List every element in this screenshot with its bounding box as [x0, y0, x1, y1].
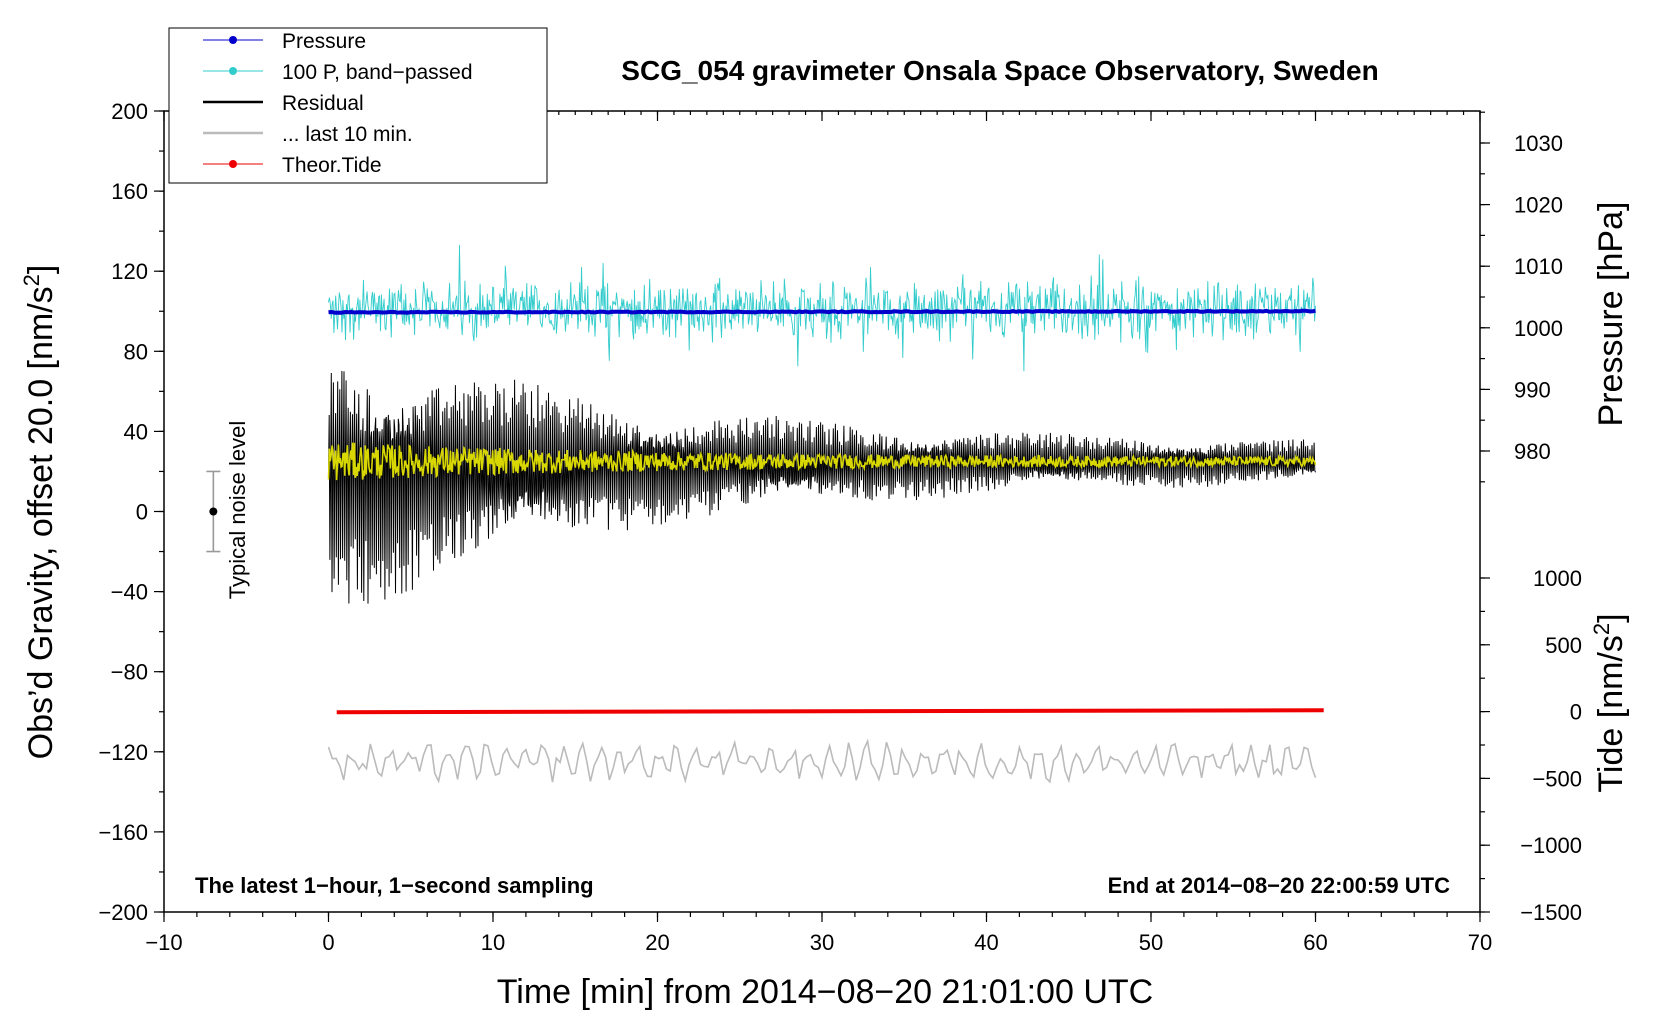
x-tick-label: 40	[974, 930, 998, 955]
y-tide-tick-label: −500	[1532, 766, 1582, 791]
noise-bar-center-dot	[209, 507, 218, 516]
y-left-tick-label: −200	[98, 900, 148, 925]
noise-level-bar	[206, 470, 221, 553]
chart-title: SCG_054 gravimeter Onsala Space Observat…	[621, 55, 1378, 86]
y-left-tick-label: 0	[136, 500, 148, 525]
y-pressure-tick-label: 1010	[1514, 254, 1563, 279]
legend-label: Residual	[282, 92, 364, 115]
y-tide-tick-label: −1500	[1520, 900, 1582, 925]
legend-label: Theor.Tide	[282, 154, 382, 177]
y-pressure-tick-label: 980	[1514, 439, 1551, 464]
annotation-end-time: End at 2014−08−20 22:00:59 UTC	[1108, 873, 1451, 898]
y-left-tick-label: 40	[124, 419, 148, 444]
x-tick-label: 50	[1139, 930, 1163, 955]
axis-ticks	[154, 110, 1490, 922]
legend-swatch-dot	[229, 36, 237, 44]
y-tide-tick-label: 0	[1570, 700, 1582, 725]
x-tick-label: 10	[481, 930, 505, 955]
x-tick-labels: −10 0 10 20 30 40 50 60 70	[145, 930, 1492, 955]
series-pressure-line	[328, 308, 1316, 315]
legend-label: Pressure	[282, 30, 366, 53]
x-tick-label: 70	[1468, 930, 1492, 955]
series-theoretical-tide-line	[336, 708, 1324, 715]
series-smoothed-residual-line	[327, 442, 1317, 481]
y-pressure-tick-label: 1020	[1514, 193, 1563, 218]
y-pressure-tick-label: 1030	[1514, 131, 1563, 156]
legend: Pressure 100 P, band−passed Residual ... la…	[168, 27, 548, 184]
legend-label: 100 P, band−passed	[282, 61, 473, 84]
y-left-axis-title: Obs’d Gravity, offset 20.0 [nm/s2]	[19, 265, 60, 760]
x-tick-label: 0	[322, 930, 334, 955]
y-tide-axis-title: Tide [nm/s2]	[1589, 613, 1630, 792]
series-bandpassed-pressure-line	[328, 244, 1316, 372]
y-tide-tick-labels: 1000 500 0 −500 −1000 −1500	[1520, 566, 1582, 925]
noise-level-label: Typical noise level	[225, 421, 250, 600]
y-left-tick-label: 200	[111, 99, 148, 124]
annotation-sampling: The latest 1−hour, 1−second sampling	[195, 873, 594, 898]
legend-swatch-dot	[229, 67, 237, 75]
x-axis-title: Time [min] from 2014−08−20 21:01:00 UTC	[497, 973, 1153, 1011]
y-left-tick-label: 80	[124, 339, 148, 364]
legend-label: ... last 10 min.	[282, 123, 413, 146]
series-last10min-line	[327, 738, 1317, 784]
y-left-tick-label: −80	[111, 660, 148, 685]
y-left-tick-label: −40	[111, 580, 148, 605]
y-left-tick-label: −120	[98, 740, 148, 765]
x-tick-label: −10	[145, 930, 182, 955]
legend-swatch-dot	[229, 160, 237, 168]
series-layer	[327, 244, 1324, 784]
legend-box	[168, 27, 548, 184]
y-pressure-tick-label: 1000	[1514, 316, 1563, 341]
y-left-tick-labels: 200 160 120 80 40 0 −40 −80 −120 −160 −200	[98, 99, 148, 925]
x-tick-label: 60	[1303, 930, 1327, 955]
series-residual-line	[328, 370, 1316, 604]
y-tide-tick-label: −1000	[1520, 833, 1582, 858]
x-tick-label: 30	[810, 930, 834, 955]
y-tide-tick-label: 500	[1545, 633, 1582, 658]
y-tide-tick-label: 1000	[1533, 566, 1582, 591]
y-pressure-tick-label: 990	[1514, 377, 1551, 402]
y-pressure-axis-title: Pressure [hPa]	[1592, 202, 1630, 427]
y-left-tick-label: 160	[111, 179, 148, 204]
y-left-tick-label: −160	[98, 820, 148, 845]
y-left-tick-label: 120	[111, 259, 148, 284]
x-tick-label: 20	[645, 930, 669, 955]
y-pressure-tick-labels: 1030 1020 1010 1000 990 980	[1514, 131, 1563, 464]
